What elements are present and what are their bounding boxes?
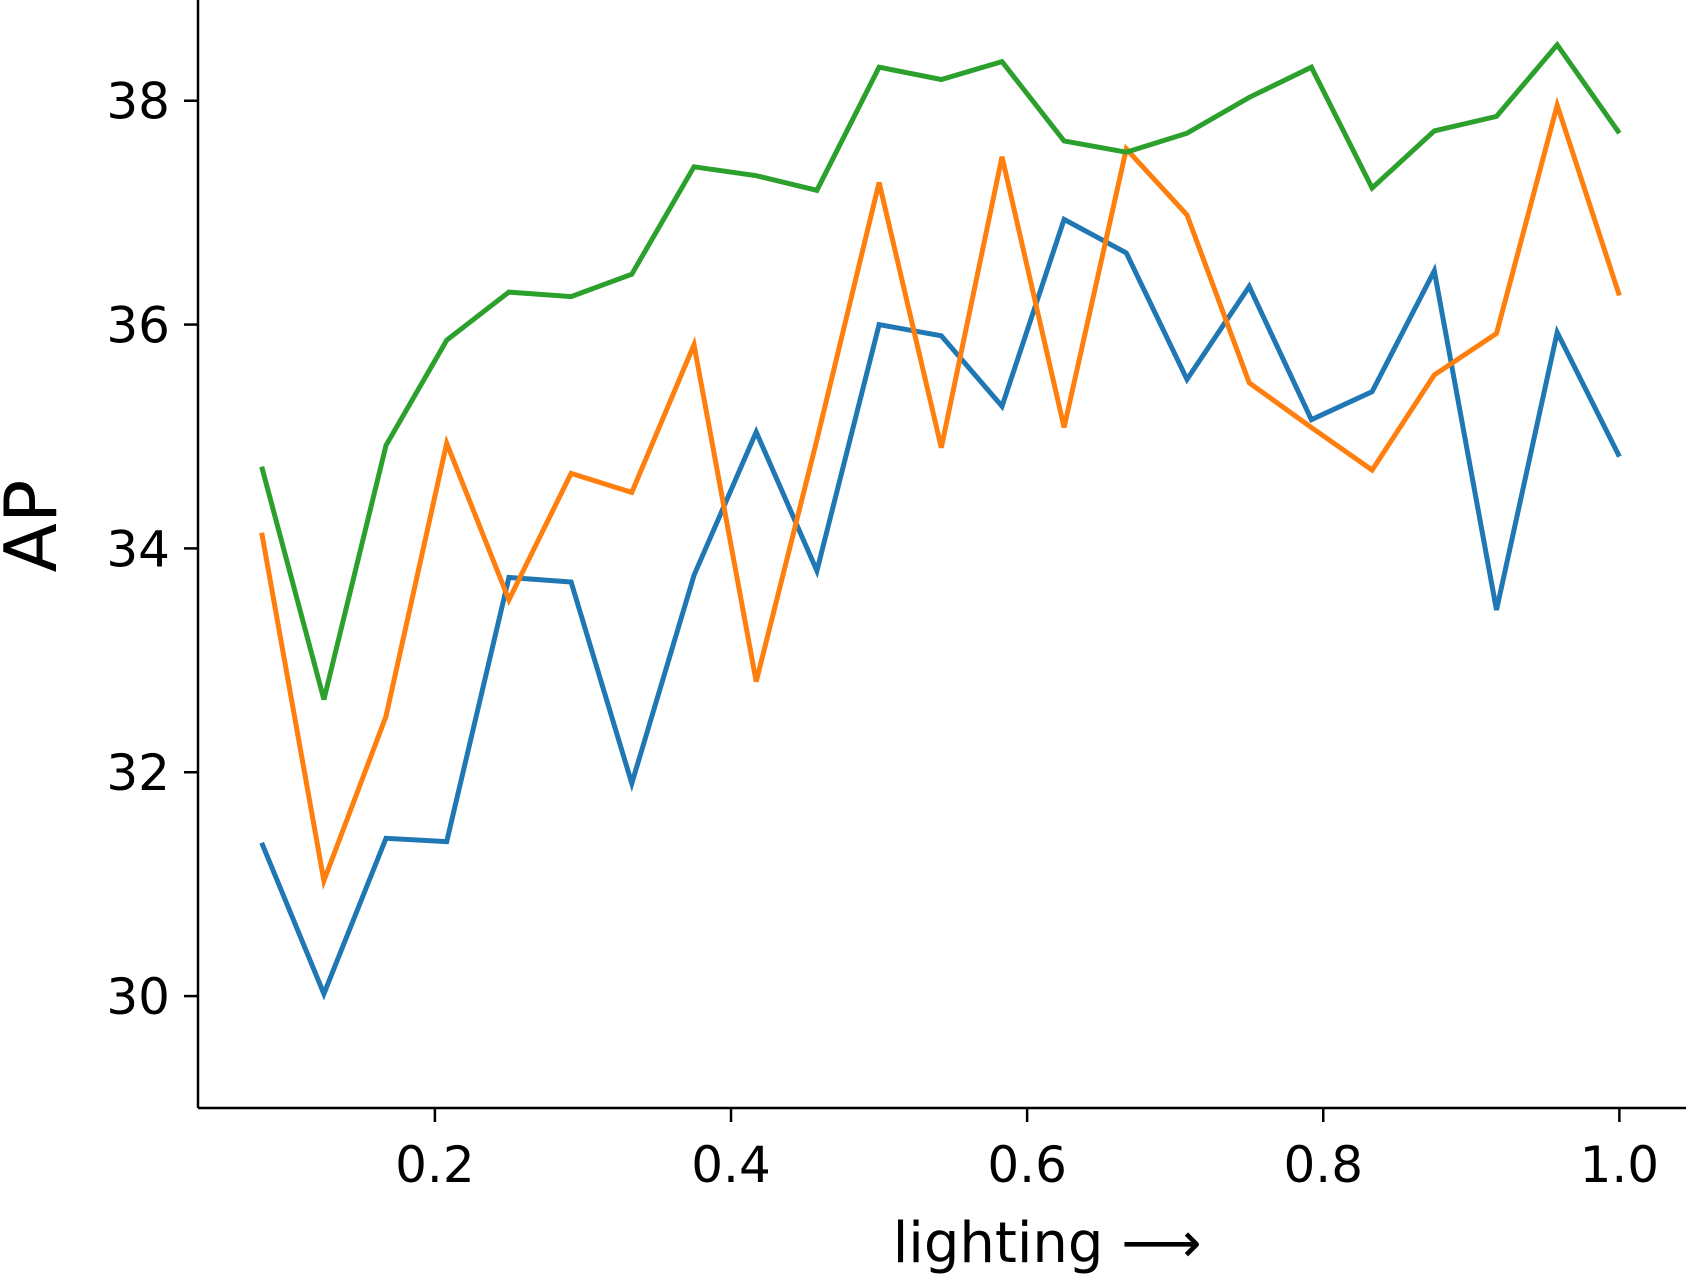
x-tick-label: 0.6 — [987, 1136, 1067, 1194]
x-tick-label: 0.8 — [1283, 1136, 1363, 1194]
y-tick-label: 34 — [106, 520, 170, 578]
x-axis-label: lighting ⟶ — [893, 1211, 1202, 1274]
series-line-3 — [259, 40, 1622, 701]
plot-lines — [259, 40, 1622, 1001]
y-tick-label: 36 — [106, 297, 170, 355]
series-line-2 — [259, 96, 1622, 891]
y-tick-label: 32 — [106, 744, 170, 802]
x-tick-label: 1.0 — [1580, 1136, 1660, 1194]
series-line-1 — [259, 215, 1622, 1001]
y-axis-label: AP — [0, 480, 73, 573]
y-tick-label: 38 — [106, 73, 170, 131]
axes — [196, 0, 1686, 1110]
x-tick-label: 0.4 — [691, 1136, 771, 1194]
x-ticks: 0.2 0.4 0.6 0.8 1.0 — [395, 1108, 1659, 1194]
y-tick-label: 30 — [106, 968, 170, 1026]
y-ticks: 30 32 34 36 38 — [106, 73, 198, 1026]
x-tick-label: 0.2 — [395, 1136, 475, 1194]
